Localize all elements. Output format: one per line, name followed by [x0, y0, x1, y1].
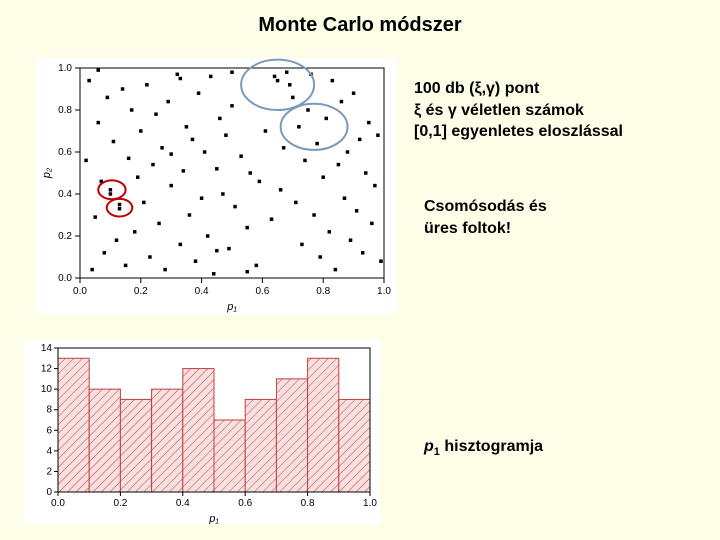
desc-line: Csomósodás és	[424, 196, 547, 218]
svg-text:0.0: 0.0	[58, 273, 72, 284]
svg-text:0.2: 0.2	[113, 498, 127, 509]
svg-text:0.6: 0.6	[255, 286, 269, 297]
svg-text:0: 0	[46, 487, 52, 498]
svg-text:14: 14	[41, 343, 53, 354]
svg-text:12: 12	[41, 364, 53, 375]
scatter-plot: 0.0 0.2 0.4 0.6 0.8 1.0 0.0 0.2 0.4 0.6 0.8 1.0 p₁ p₂	[36, 58, 396, 314]
svg-text:0.8: 0.8	[301, 498, 315, 509]
svg-text:8: 8	[46, 405, 52, 416]
svg-text:0.8: 0.8	[58, 105, 72, 116]
desc-line: [0,1] egyenletes eloszlással	[414, 121, 623, 143]
desc-histogram: p1 hisztogramja	[424, 438, 543, 458]
page-title: Monte Carlo módszer	[0, 14, 720, 37]
svg-text:0.6: 0.6	[58, 147, 72, 158]
svg-text:0.8: 0.8	[316, 286, 330, 297]
svg-text:1.0: 1.0	[58, 63, 72, 74]
histogram-plot: 0 2 4 6 8 10 12 14 0.0 0.2 0.4 0.6 0.8 1.0 p₁	[24, 340, 380, 524]
desc-line: ξ és γ véletlen számok	[414, 100, 623, 122]
svg-text:0.0: 0.0	[73, 286, 87, 297]
svg-text:0.0: 0.0	[51, 498, 65, 509]
svg-text:4: 4	[46, 446, 52, 457]
svg-text:p₁: p₁	[226, 301, 237, 313]
hist-label-text: hisztogramja	[440, 438, 543, 455]
hist-var: p	[424, 438, 434, 455]
svg-text:p₁: p₁	[208, 513, 219, 524]
svg-text:0.4: 0.4	[176, 498, 190, 509]
svg-text:2: 2	[46, 466, 52, 477]
svg-text:10: 10	[41, 384, 53, 395]
desc-clusters: Csomósodás és üres foltok!	[424, 196, 547, 239]
svg-text:p₂: p₂	[41, 167, 53, 179]
svg-text:0.2: 0.2	[58, 231, 72, 242]
desc-line: 100 db (ξ,γ) pont	[414, 78, 623, 100]
svg-text:1.0: 1.0	[363, 498, 377, 509]
svg-text:0.6: 0.6	[238, 498, 252, 509]
svg-text:6: 6	[46, 425, 52, 436]
svg-text:1.0: 1.0	[377, 286, 391, 297]
svg-text:0.2: 0.2	[134, 286, 148, 297]
desc-points: 100 db (ξ,γ) pont ξ és γ véletlen számok…	[414, 78, 623, 143]
svg-text:0.4: 0.4	[195, 286, 209, 297]
svg-text:0.4: 0.4	[58, 189, 72, 200]
desc-line: üres foltok!	[424, 218, 547, 240]
